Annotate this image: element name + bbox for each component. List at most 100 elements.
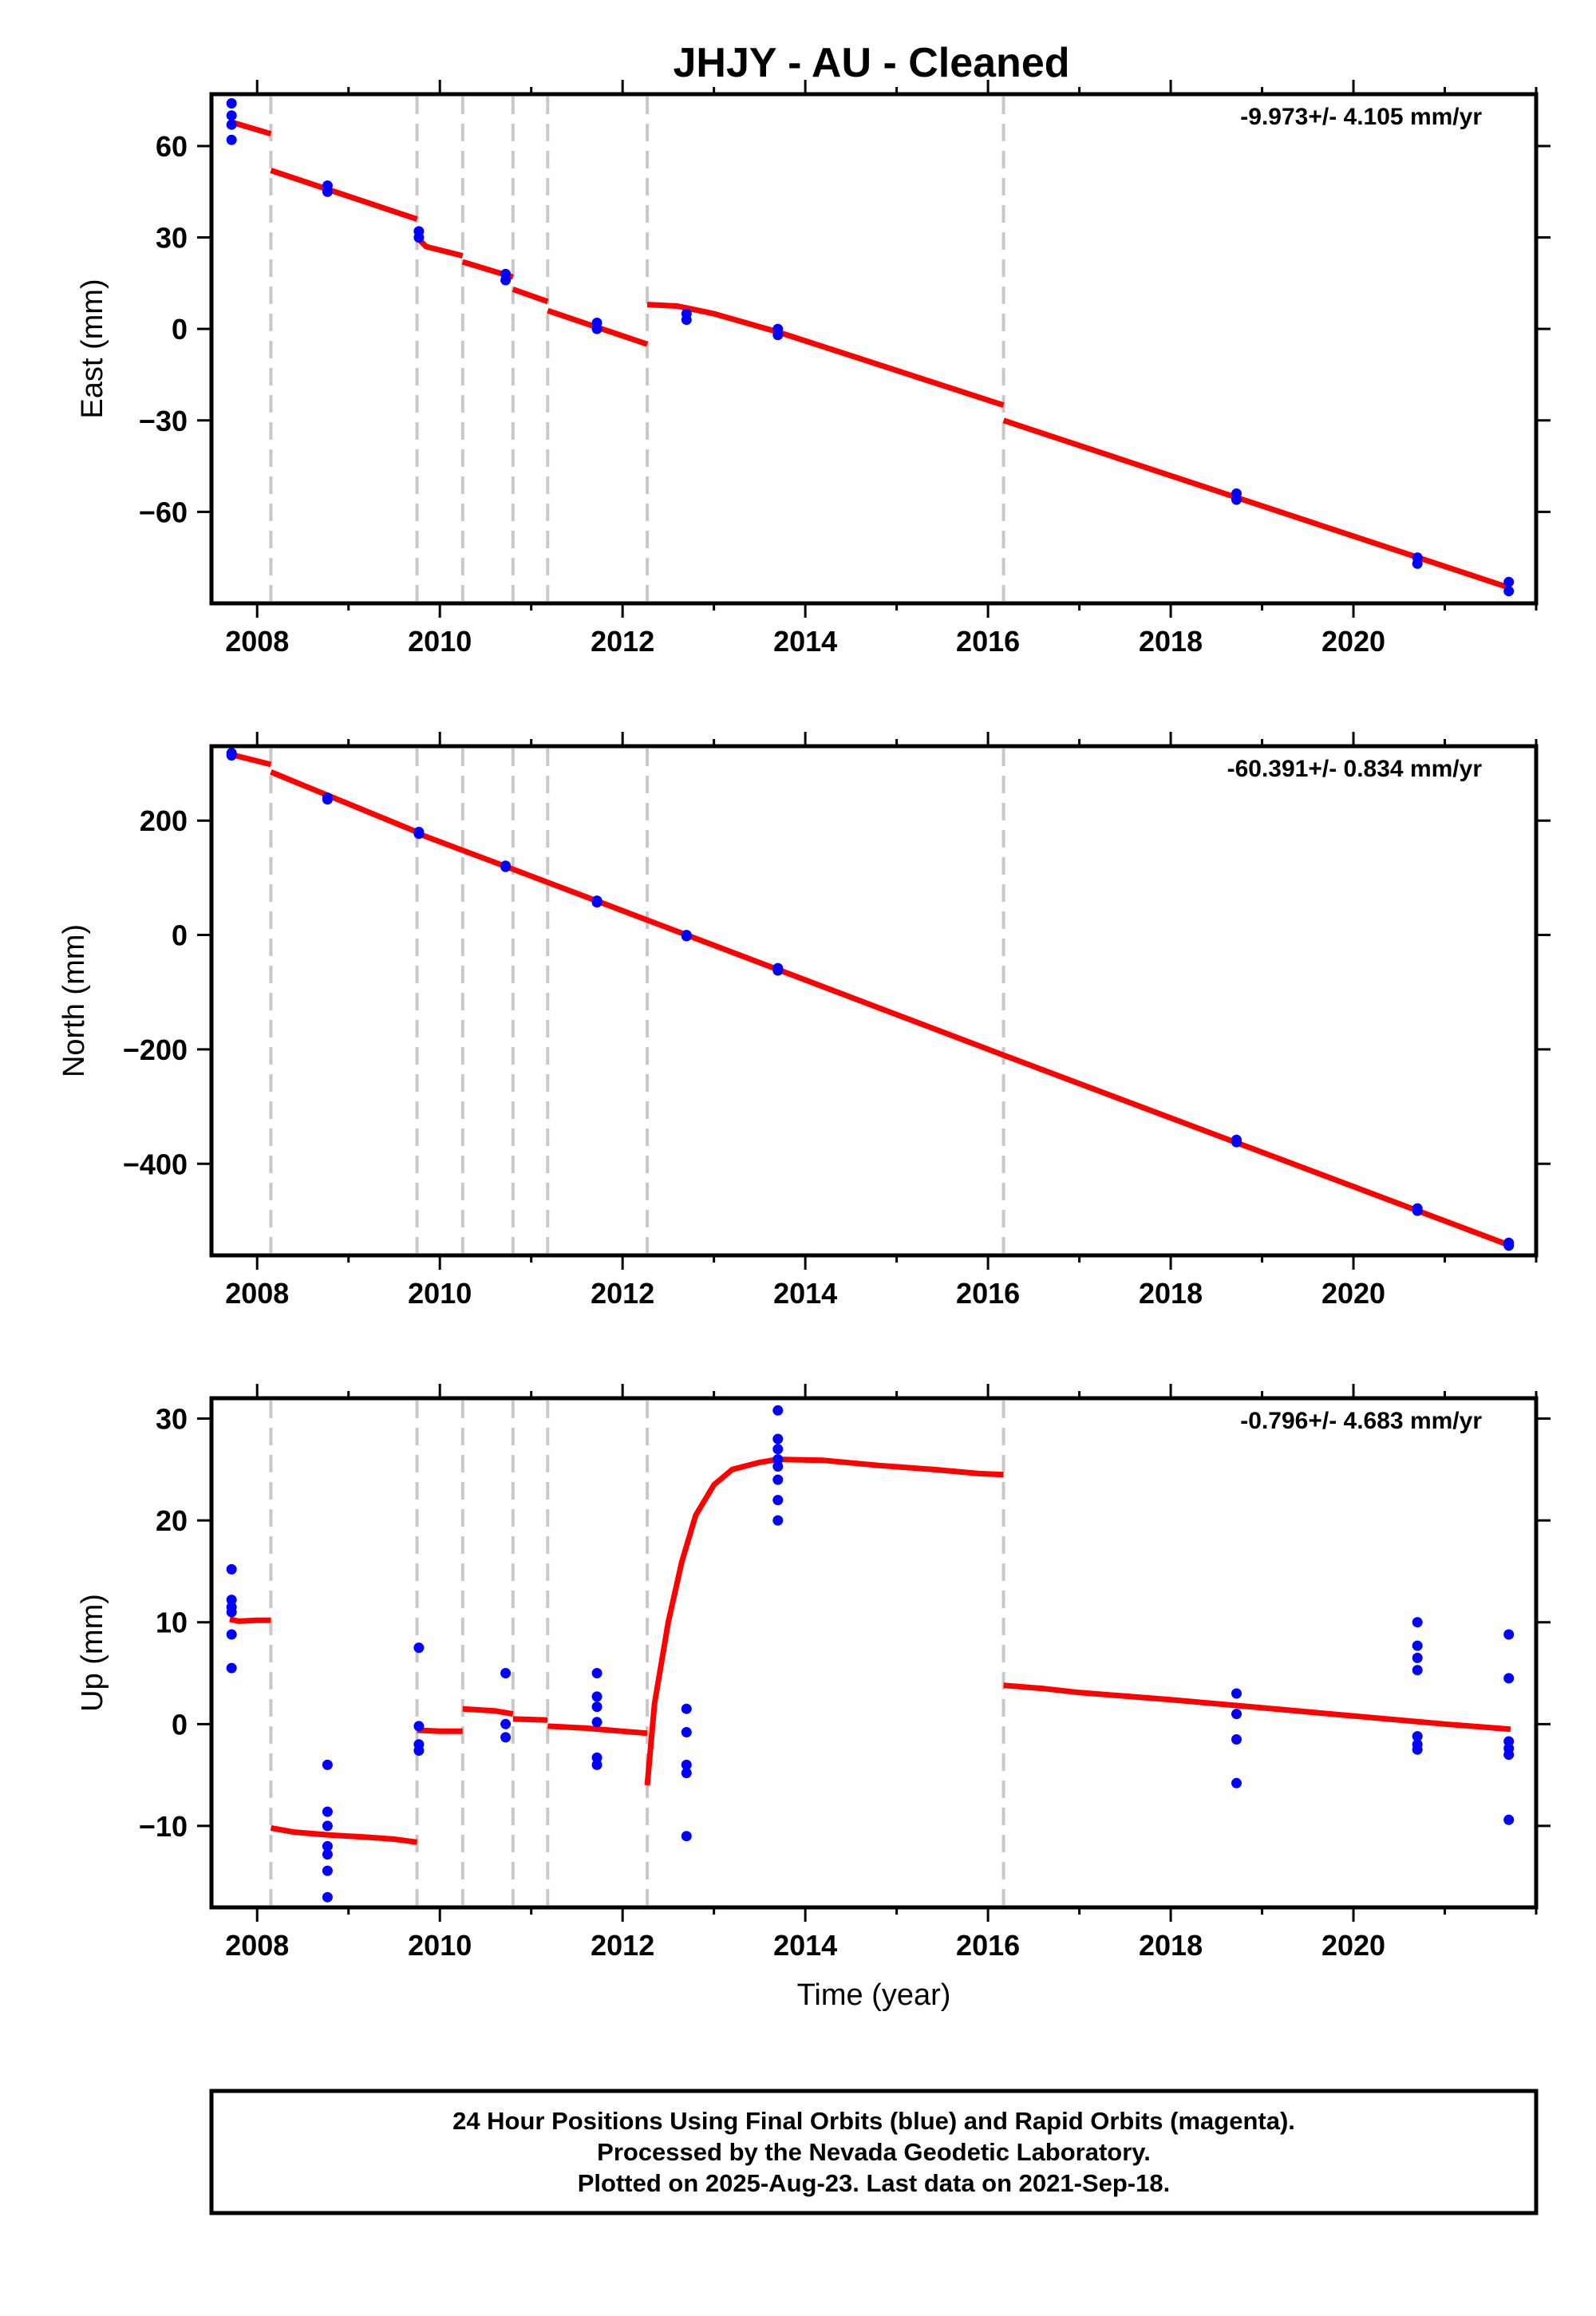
y-axis-label: East (mm) [76, 279, 109, 418]
model-segment [417, 1727, 463, 1734]
data-point [1412, 1640, 1423, 1651]
x-tick-label: 2018 [1139, 625, 1203, 658]
data-point [681, 1727, 692, 1737]
data-point [772, 1495, 784, 1506]
data-point [1503, 1673, 1515, 1684]
data-point [591, 1752, 602, 1763]
x-tick-label: 2010 [408, 1929, 472, 1962]
model-segment [512, 866, 549, 885]
data-point [413, 232, 425, 243]
data-point [1412, 1744, 1423, 1755]
model-segment [462, 1705, 514, 1717]
footer-line-2: Processed by the Nevada Geodetic Laborat… [597, 2138, 1151, 2166]
data-point [1231, 1734, 1242, 1745]
data-point [1412, 1665, 1423, 1676]
y-tick-label: −400 [123, 1148, 188, 1180]
data-point [322, 1806, 333, 1817]
plot-frame [209, 1396, 1539, 1910]
data-point [681, 314, 692, 326]
chart-title: JHJY - AU - Cleaned [673, 40, 1069, 86]
data-point [500, 1718, 512, 1729]
data-point [226, 750, 237, 761]
model-segment [270, 769, 418, 835]
y-tick-label: 20 [156, 1504, 188, 1537]
data-point [322, 1891, 333, 1903]
data-point [226, 1662, 237, 1674]
data-point [591, 1759, 602, 1770]
model-segment [1003, 1682, 1511, 1733]
data-point [1412, 1617, 1423, 1628]
velocity-annotation: -9.973+/- 4.105 mm/yr [1240, 104, 1482, 130]
data-point [772, 1454, 784, 1465]
x-axis-label: Time (year) [797, 1978, 951, 2012]
data-point [1503, 586, 1515, 597]
data-point [1503, 1814, 1515, 1825]
data-point [772, 1474, 784, 1485]
data-point [1503, 1240, 1515, 1251]
model-segment [512, 1716, 548, 1723]
x-tick-label: 2016 [956, 625, 1020, 658]
data-point [772, 1515, 784, 1526]
data-point [591, 897, 602, 908]
footer-box: 24 Hour Positions Using Final Orbits (bl… [209, 2089, 1539, 2215]
data-point [681, 1768, 692, 1779]
x-tick-label: 2014 [773, 625, 837, 658]
data-point [1503, 1749, 1515, 1761]
y-tick-label: 0 [172, 313, 188, 346]
data-point [226, 119, 237, 130]
model-segment [644, 1456, 1004, 1786]
data-point [322, 1849, 333, 1860]
data-point [226, 1563, 237, 1575]
data-point [413, 1721, 425, 1732]
data-point [226, 98, 237, 109]
data-point [322, 1840, 333, 1852]
data-point [226, 110, 237, 121]
model-segment [646, 917, 1005, 1058]
footer-line-1: 24 Hour Positions Using Final Orbits (bl… [452, 2107, 1295, 2135]
y-tick-label: 0 [172, 919, 188, 952]
data-point [322, 1865, 333, 1876]
data-point [591, 1717, 602, 1728]
up-panel: 2008 2010 2012 2014 2016 2018 2020 −10 0 10 20 30 Up… [76, 1384, 1551, 2012]
data-point [681, 1703, 692, 1714]
x-tick-label: 2012 [591, 1277, 654, 1310]
model-segment [270, 1825, 418, 1845]
data-point [1231, 1777, 1242, 1788]
y-tick-label: 200 [140, 804, 188, 837]
plot-frame [209, 744, 1539, 1258]
x-tick-label: 2008 [225, 625, 289, 658]
x-tick-label: 2020 [1321, 625, 1385, 658]
y-axis-label: North (mm) [57, 924, 91, 1077]
data-point [591, 1691, 602, 1702]
model-segment [512, 287, 549, 305]
data-point [322, 1820, 333, 1832]
data-point [500, 275, 512, 286]
plot-frame [209, 92, 1539, 606]
data-point [322, 1759, 333, 1770]
data-point [413, 1745, 425, 1756]
data-point [1231, 1709, 1242, 1720]
x-tick-label: 2020 [1321, 1929, 1385, 1962]
data-point [1412, 1652, 1423, 1663]
y-tick-label: 30 [156, 222, 188, 255]
y-tick-label: 0 [172, 1708, 188, 1741]
data-point [772, 1444, 784, 1455]
data-point [322, 794, 333, 805]
data-point [226, 1607, 237, 1618]
data-point [591, 1701, 602, 1713]
x-tick-label: 2016 [956, 1929, 1020, 1962]
x-tick-label: 2018 [1139, 1277, 1203, 1310]
x-tick-label: 2010 [408, 625, 472, 658]
data-point [1231, 494, 1242, 505]
x-tick-label: 2008 [225, 1929, 289, 1962]
data-point [500, 1732, 512, 1743]
x-tick-label: 2008 [225, 1277, 289, 1310]
data-point [772, 965, 784, 976]
y-tick-label: 60 [156, 130, 188, 163]
x-tick-label: 2010 [408, 1277, 472, 1310]
data-point [1231, 1136, 1242, 1148]
data-point [591, 323, 602, 334]
footer-line-3: Plotted on 2025-Aug-23. Last data on 202… [578, 2169, 1170, 2197]
data-point [772, 1405, 784, 1416]
velocity-annotation: -0.796+/- 4.683 mm/yr [1240, 1408, 1482, 1434]
